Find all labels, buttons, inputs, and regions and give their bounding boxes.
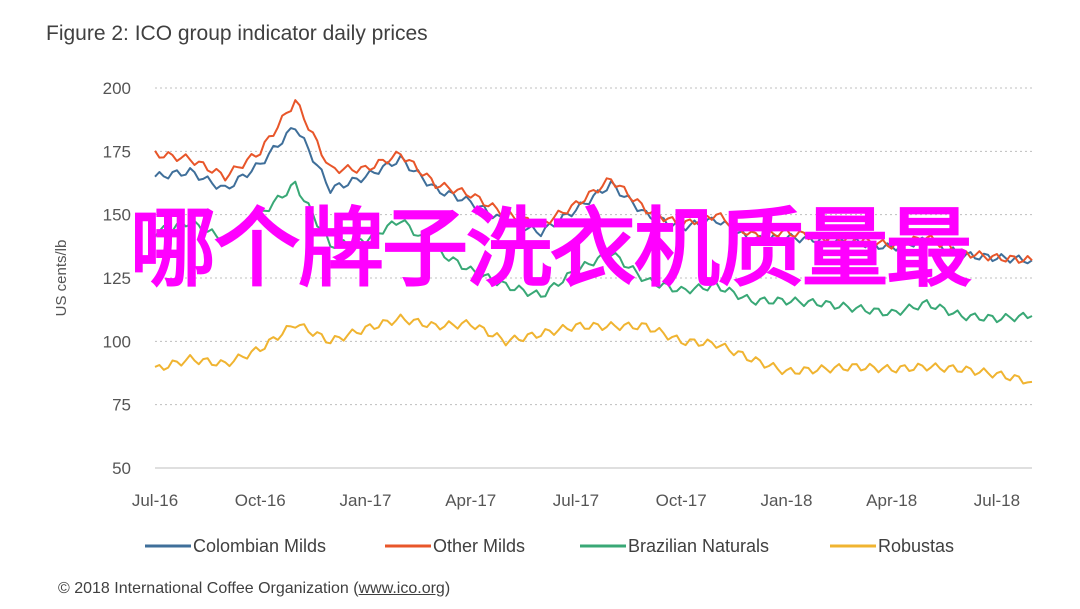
- x-tick-labels: Jul-16 Oct-16 Jan-17 Apr-17 Jul-17 Oct-17 Jan-…: [132, 491, 1020, 510]
- chart-title: Figure 2: ICO group indicator daily pric…: [46, 22, 428, 45]
- legend: Colombian Milds Other Milds Brazilian Natu…: [145, 536, 954, 556]
- y-tick-label: 75: [112, 396, 131, 415]
- x-tick-label: Jan-18: [760, 491, 812, 510]
- x-tick-label: Jul-17: [553, 491, 599, 510]
- legend-label: Brazilian Naturals: [628, 536, 769, 556]
- legend-label: Robustas: [878, 536, 954, 556]
- y-tick-label: 175: [103, 142, 131, 161]
- x-tick-label: Jan-17: [339, 491, 391, 510]
- y-tick-label: 100: [103, 332, 131, 351]
- series-lines: [154, 99, 1033, 385]
- footer-prefix: © 2018 International Coffee Organization…: [58, 580, 359, 597]
- x-tick-label: Oct-17: [656, 491, 707, 510]
- y-tick-label: 50: [112, 459, 131, 478]
- copyright-footer: © 2018 International Coffee Organization…: [58, 580, 450, 598]
- ico-website-link[interactable]: www.ico.org: [358, 580, 445, 597]
- legend-label: Colombian Milds: [193, 536, 326, 556]
- overlay-watermark-text: 哪个牌子洗衣机质量最: [130, 199, 972, 299]
- y-tick-label: 125: [103, 269, 131, 288]
- x-tick-label: Oct-16: [235, 491, 286, 510]
- y-tick-label: 200: [103, 79, 131, 98]
- x-tick-label: Apr-17: [445, 491, 496, 510]
- x-tick-label: Jul-18: [974, 491, 1020, 510]
- series-line-other-milds: [154, 99, 1033, 264]
- gridlines: [155, 87, 1032, 469]
- y-axis-title: US cents/lb: [53, 240, 70, 317]
- y-tick-labels: 50 75 100 125 150 175 200: [103, 79, 131, 478]
- series-line-robustas: [154, 313, 1033, 385]
- x-tick-label: Jul-16: [132, 491, 178, 510]
- legend-label: Other Milds: [433, 536, 525, 556]
- line-chart: 50 75 100 125 150 175 200 Jul-16 Oct-16 Jan-17 Ap…: [53, 79, 1033, 556]
- series-line-brazilian-naturals: [154, 180, 1033, 324]
- x-tick-label: Apr-18: [866, 491, 917, 510]
- footer-suffix: ): [444, 580, 451, 597]
- y-tick-label: 150: [103, 206, 131, 225]
